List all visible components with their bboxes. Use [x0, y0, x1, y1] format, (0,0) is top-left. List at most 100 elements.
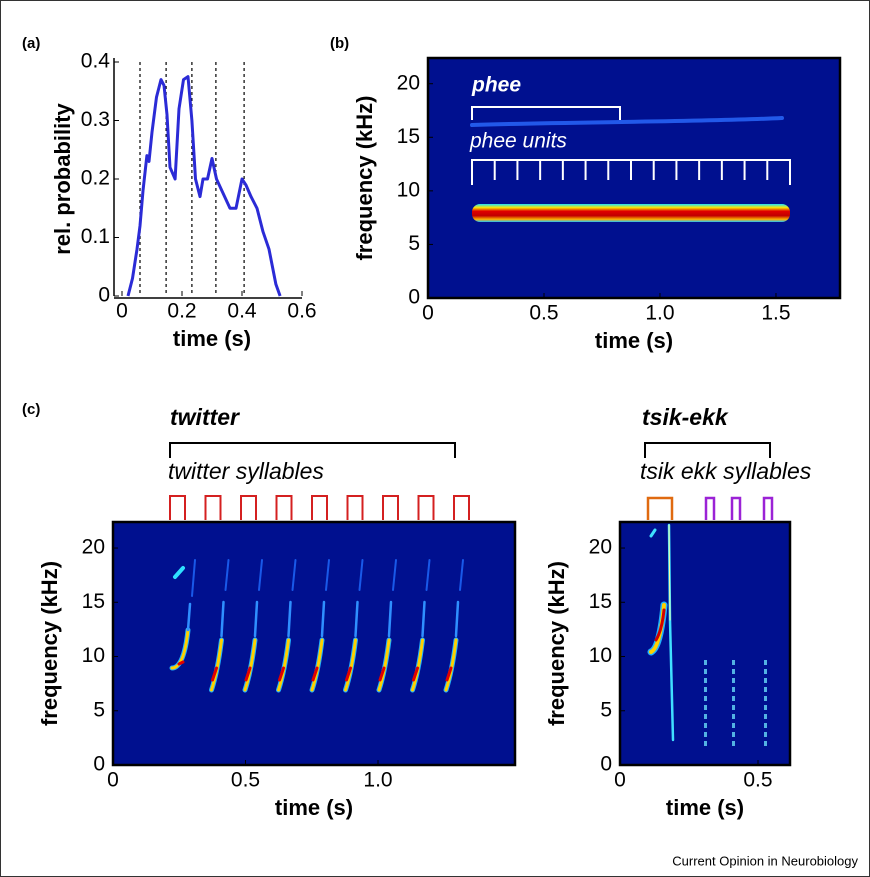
spectral-trace: [387, 600, 393, 638]
spectral-trace: [220, 600, 225, 638]
syllable-bracket: [382, 495, 399, 520]
y-tick-label: 20: [589, 536, 612, 559]
spectrogram-background: [620, 522, 790, 765]
y-tick-label: 0.1: [81, 225, 110, 248]
annotation: tsik ekk syllables: [640, 458, 812, 484]
spectrogram-background: [113, 522, 515, 765]
y-axis-label: frequency (kHz): [544, 561, 569, 726]
spectral-trace: [470, 116, 784, 127]
pulse: [732, 687, 735, 692]
y-tick-label: 10: [397, 178, 420, 201]
pulse: [704, 660, 707, 665]
x-tick-label: 1.0: [363, 769, 392, 792]
y-tick-label: 5: [600, 698, 612, 721]
syllable-bracket: [417, 495, 435, 520]
pulse: [704, 687, 707, 692]
spectral-trace: [459, 559, 464, 591]
spectral-trace: [421, 600, 426, 638]
spectral-trace: [325, 559, 330, 591]
y-tick-label: 0: [408, 286, 420, 309]
bracket: [169, 442, 456, 458]
syllable-bracket: [346, 495, 364, 520]
spectral-trace: [454, 600, 460, 638]
annotation: tsik-ekk: [642, 404, 729, 430]
pulse: [764, 696, 767, 701]
x-tick-label: 0: [422, 302, 434, 325]
y-tick-label: 0: [98, 284, 110, 307]
x-tick-label: 1.0: [645, 302, 674, 325]
spectral-trace: [668, 524, 671, 621]
spectral-trace: [354, 600, 359, 638]
spectral-trace: [311, 666, 319, 682]
plot-frame: [618, 520, 792, 767]
spectral-trace: [244, 666, 252, 682]
spectral-trace: [445, 666, 453, 682]
syllable-bracket: [169, 495, 186, 520]
y-tick-label: 20: [82, 536, 105, 559]
pulse: [732, 678, 735, 683]
y-tick-label: 15: [397, 125, 420, 148]
panel-label: (c): [22, 401, 40, 418]
spectral-trace: [186, 602, 192, 632]
spectral-trace: [649, 528, 657, 538]
spectral-trace: [291, 559, 297, 591]
annotation: phee units: [469, 130, 567, 153]
pulse: [764, 732, 767, 737]
pulse: [704, 741, 707, 746]
x-axis-label: time (s): [173, 326, 251, 351]
plot-frame: [426, 56, 842, 300]
y-tick-label: 5: [93, 698, 105, 721]
pulse: [764, 741, 767, 746]
line: [126, 75, 282, 297]
bracket: [471, 106, 621, 120]
syllable-bracket: [311, 495, 328, 520]
pulse: [732, 741, 735, 746]
pulse: [764, 687, 767, 692]
spectral-trace: [278, 666, 285, 682]
spectral-trace: [654, 608, 666, 642]
spectral-trace: [358, 559, 364, 591]
bracket: [644, 442, 771, 458]
pulse: [764, 705, 767, 710]
y-axis-label: frequency (kHz): [352, 95, 377, 260]
annotation: twitter syllables: [168, 458, 324, 484]
annotation: twitter: [170, 404, 240, 430]
spectral-trace: [320, 600, 326, 638]
y-tick-label: 0.4: [81, 50, 111, 73]
pulse: [704, 714, 707, 719]
syllable-bracket: [240, 495, 257, 520]
pulse: [732, 714, 735, 719]
pulse: [704, 696, 707, 701]
x-tick-label: 1.5: [761, 302, 790, 325]
pulse: [704, 669, 707, 674]
x-axis-label: time (s): [275, 795, 353, 820]
pulse: [764, 723, 767, 728]
spectral-trace: [287, 600, 292, 638]
pulse: [732, 660, 735, 665]
spectral-trace: [345, 666, 352, 682]
pulse: [704, 678, 707, 683]
y-tick-label: 5: [408, 232, 420, 255]
syllable-bracket: [275, 495, 293, 520]
pulse: [732, 732, 735, 737]
pulse: [732, 696, 735, 701]
annotation: phee: [471, 74, 521, 97]
spectral-trace: [378, 666, 386, 682]
syllable-bracket: [730, 496, 742, 520]
y-tick-label: 0: [600, 753, 612, 776]
y-tick-label: 0.3: [81, 108, 110, 131]
syllable-bracket: [204, 495, 222, 520]
x-tick-label: 0.6: [287, 300, 316, 323]
x-tick-label: 0: [107, 769, 119, 792]
panel-label: (a): [22, 35, 40, 52]
pulse: [732, 723, 735, 728]
spectral-trace: [258, 559, 263, 591]
pulse: [704, 723, 707, 728]
spectral-trace: [177, 660, 185, 666]
x-axis-label: time (s): [666, 795, 744, 820]
spectral-trace: [392, 559, 397, 591]
x-tick-label: 0.5: [743, 769, 772, 792]
spectral-trace: [211, 666, 218, 682]
spectral-trace: [173, 566, 185, 579]
